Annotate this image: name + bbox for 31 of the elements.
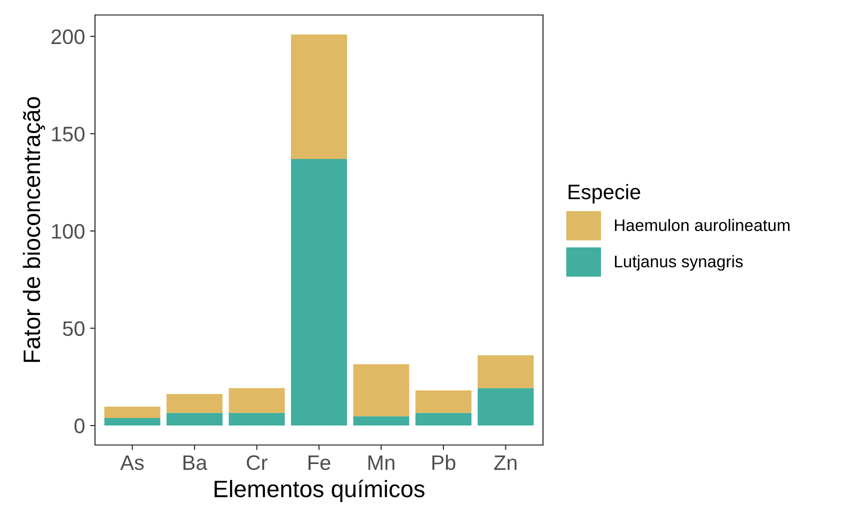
bar bbox=[104, 406, 160, 418]
bar bbox=[478, 388, 534, 426]
y-tick-label: 100 bbox=[52, 224, 84, 239]
y-tick-label: 0 bbox=[74, 418, 84, 434]
bar bbox=[291, 34, 347, 159]
x-axis-title: Elementos químicos bbox=[214, 480, 424, 502]
bar bbox=[353, 364, 410, 416]
bar bbox=[478, 355, 534, 388]
bar bbox=[353, 416, 410, 426]
x-tick-label: Mn bbox=[368, 455, 394, 470]
bar bbox=[291, 158, 347, 426]
y-axis-title: Fator de bioconcentração bbox=[22, 97, 45, 362]
bar bbox=[104, 418, 160, 426]
x-tick-label: Pb bbox=[432, 454, 456, 470]
bar bbox=[166, 394, 223, 413]
bar bbox=[228, 388, 285, 413]
bar bbox=[166, 412, 223, 426]
x-tick-label: Zn bbox=[494, 455, 516, 470]
x-tick-label: As bbox=[120, 455, 144, 470]
legend-label: Lutjanus synagris bbox=[614, 255, 743, 271]
legend-title: Especie bbox=[568, 184, 640, 204]
y-tick-label: 200 bbox=[52, 29, 84, 44]
bar bbox=[228, 412, 285, 426]
x-tick-label: Fe bbox=[308, 455, 330, 470]
x-tick-label: Cr bbox=[246, 455, 268, 470]
y-tick-label: 150 bbox=[52, 126, 84, 142]
bar bbox=[415, 412, 472, 426]
bar bbox=[415, 390, 472, 413]
x-tick-label: Ba bbox=[184, 455, 208, 470]
y-tick-label: 50 bbox=[62, 321, 84, 336]
legend-label: Haemulon aurolineatum bbox=[614, 218, 790, 232]
